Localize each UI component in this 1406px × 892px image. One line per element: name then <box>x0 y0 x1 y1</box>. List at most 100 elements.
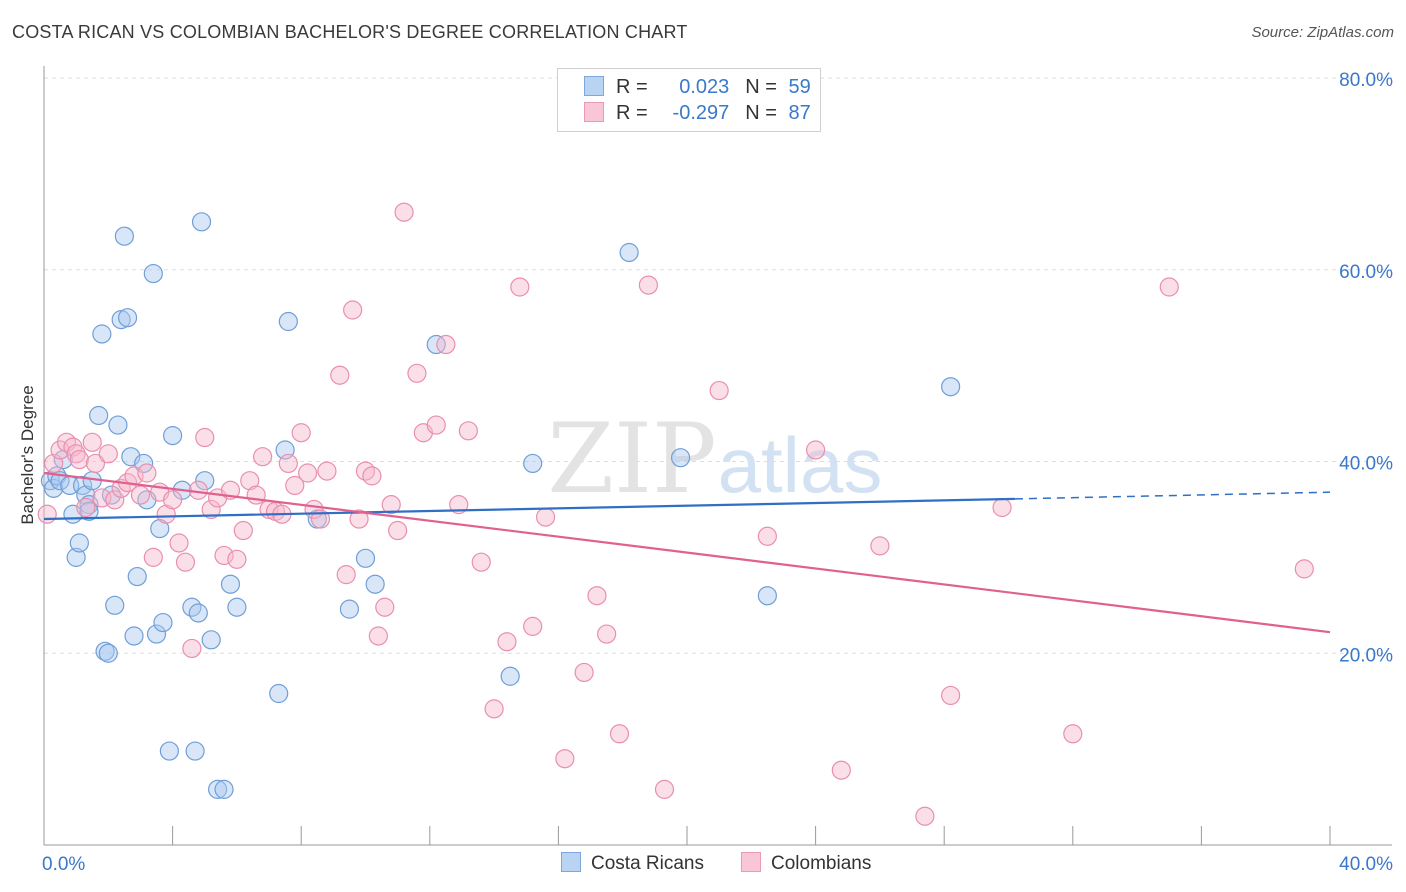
watermark-atlas: atlas <box>718 421 883 509</box>
legend-swatch-pink <box>741 852 761 872</box>
costa-rican-point <box>426 334 446 355</box>
costa-rican-point <box>220 574 241 594</box>
colombian-point <box>349 509 369 529</box>
colombian-point <box>195 427 215 448</box>
colombian-point <box>870 536 890 556</box>
colombian-point <box>37 504 57 524</box>
colombian-point <box>381 495 401 515</box>
colombian-point <box>436 334 456 355</box>
colombian-point <box>458 421 478 441</box>
x-tick-label: 40.0% <box>1339 854 1393 875</box>
colombian-point <box>175 552 196 572</box>
colombian-point <box>638 275 659 295</box>
legend-swatch-blue <box>584 76 604 96</box>
colombian-point <box>915 806 935 826</box>
costa-rican-point <box>92 324 112 344</box>
colombian-point <box>992 497 1012 518</box>
watermark: ZIP atlas <box>547 403 882 515</box>
colombian-point <box>574 662 594 683</box>
grid-lines <box>44 77 1392 654</box>
colombian-point <box>471 552 491 572</box>
legend-r-value: -0.297 <box>672 102 730 124</box>
colombian-point <box>805 440 826 460</box>
costa-rican-point <box>670 448 691 468</box>
costa-rican-point <box>143 263 163 284</box>
costa-rican-point <box>108 415 128 435</box>
costa-rican-trend-extension <box>1014 491 1331 500</box>
colombian-point <box>343 300 363 320</box>
axes <box>43 66 1392 846</box>
colombian-point <box>654 779 675 799</box>
costa-rican-point <box>98 643 118 663</box>
colombian-point <box>757 526 777 546</box>
colombian-point <box>362 466 382 486</box>
colombian-point <box>76 497 96 518</box>
costa-rican-point <box>89 405 109 426</box>
costa-rican-point <box>185 741 205 761</box>
colombian-point <box>709 380 729 401</box>
source-label: Source: ZipAtlas.com <box>1251 24 1394 41</box>
colombian-trend-line <box>43 471 1331 634</box>
costa-rican-point <box>941 377 961 397</box>
colombian-point <box>535 507 556 527</box>
colombian-point <box>317 461 337 481</box>
legend-row-colombians: R = -0.297 N = 87 <box>584 102 811 128</box>
legend-r-label: R = <box>616 102 648 124</box>
costa-rican-point <box>757 586 777 606</box>
legend-item-costa-ricans: Costa Ricans <box>561 852 704 875</box>
legend-label-colombians: Colombians <box>771 853 872 874</box>
colombian-point <box>426 415 446 435</box>
colombian-point <box>214 545 234 566</box>
costa-rican-point <box>355 548 376 568</box>
costa-rican-point <box>127 566 147 587</box>
legend-swatch-blue <box>561 852 581 872</box>
y-axis-label: Bachelor's Degree <box>18 385 37 525</box>
costa-rican-point <box>195 471 215 491</box>
colombian-point <box>555 749 575 769</box>
costa-rican-trend-line <box>43 497 1015 521</box>
colombian-point <box>285 475 305 496</box>
y-tick-label: 40.0% <box>1339 454 1393 475</box>
colombian-point <box>941 685 961 706</box>
colombian-point <box>449 495 469 515</box>
colombian-point <box>407 363 427 383</box>
costa-rican-point <box>227 597 247 617</box>
costa-rican-point <box>159 741 179 761</box>
chart-title: COSTA RICAN VS COLOMBIAN BACHELOR'S DEGR… <box>12 22 688 42</box>
colombian-point <box>137 463 157 483</box>
costa-rican-point <box>66 547 86 567</box>
costa-rican-point <box>163 426 183 446</box>
y-tick-label: 80.0% <box>1339 70 1393 91</box>
costa-rican-point <box>95 641 115 661</box>
colombian-point <box>66 444 86 464</box>
colombian-point <box>98 444 118 464</box>
colombian-point <box>375 597 395 617</box>
watermark-zip: ZIP <box>547 403 716 515</box>
costa-rican-point <box>105 595 125 615</box>
costa-rican-point <box>339 599 360 619</box>
costa-rican-point <box>365 574 385 594</box>
tick-labels: 20.0% 40.0% 60.0% 80.0% 0.0% 40.0% <box>42 70 1393 875</box>
colombian-point <box>388 520 408 541</box>
costa-rican-point <box>208 779 228 799</box>
costa-rican-point <box>44 478 64 498</box>
colombian-point <box>69 449 89 470</box>
colombian-point <box>831 760 851 780</box>
colombian-point <box>130 485 151 505</box>
costa-rican-point <box>124 626 144 646</box>
costa-rican-point <box>191 212 212 232</box>
legend-item-colombians: Colombians <box>741 852 871 875</box>
colombian-point <box>336 565 356 585</box>
colombian-point <box>253 447 273 467</box>
colombian-point <box>291 423 311 443</box>
colombian-point <box>1063 724 1083 744</box>
colombian-point <box>246 485 266 505</box>
costa-rican-point <box>269 683 289 704</box>
y-tick-label: 60.0% <box>1339 262 1393 283</box>
legend-n-value: 87 <box>788 102 811 124</box>
colombian-point <box>85 453 106 474</box>
legend-n-label: N = <box>745 76 777 98</box>
legend-r-value: 0.023 <box>679 76 730 98</box>
costa-rican-point <box>619 242 639 263</box>
